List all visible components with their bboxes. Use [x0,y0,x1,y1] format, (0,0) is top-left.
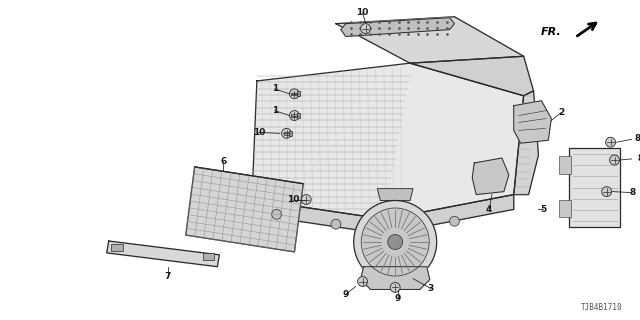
Circle shape [282,128,291,138]
Text: FR.: FR. [540,27,561,36]
Text: 8: 8 [634,134,640,143]
Polygon shape [186,167,303,252]
Polygon shape [252,195,514,234]
Bar [291,114,298,117]
Text: 10: 10 [253,128,265,137]
Text: 10: 10 [287,195,300,204]
Bar [559,199,571,217]
Circle shape [390,283,400,292]
Text: 10: 10 [356,8,369,17]
Text: 9: 9 [395,294,401,303]
Text: 8: 8 [637,154,640,163]
Bar [298,91,300,96]
Circle shape [361,208,429,276]
Circle shape [388,235,403,250]
Bar [111,244,122,251]
Polygon shape [472,158,509,195]
Text: 3: 3 [428,284,434,293]
Polygon shape [341,18,454,36]
Text: 9: 9 [342,290,349,299]
Circle shape [449,216,460,226]
Polygon shape [360,267,430,289]
Polygon shape [410,56,534,96]
Text: 5: 5 [540,205,547,214]
Circle shape [289,89,300,99]
Circle shape [605,137,616,147]
Circle shape [602,187,612,196]
Text: 6: 6 [220,157,227,166]
Circle shape [354,201,436,284]
Polygon shape [378,189,413,201]
Text: 8: 8 [629,188,636,197]
Bar [291,92,298,95]
Circle shape [358,276,367,286]
Bar [202,253,214,260]
Text: 1: 1 [271,106,278,115]
Circle shape [272,209,282,219]
Text: 4: 4 [486,205,492,214]
Circle shape [390,224,400,234]
Circle shape [609,155,620,165]
Circle shape [360,24,371,34]
Text: 1: 1 [271,84,278,93]
Text: TJB4B1710: TJB4B1710 [581,303,623,312]
Polygon shape [514,91,538,195]
Polygon shape [514,101,551,143]
Bar [298,113,300,118]
Bar [284,132,291,134]
Circle shape [301,195,311,204]
Polygon shape [336,17,524,63]
Polygon shape [107,241,220,267]
Text: 2: 2 [558,108,564,117]
Bar [569,148,620,227]
Bar [559,156,571,174]
Circle shape [289,111,300,121]
Text: 7: 7 [164,272,171,281]
Circle shape [331,219,341,229]
Bar [289,131,292,136]
Polygon shape [252,63,524,219]
